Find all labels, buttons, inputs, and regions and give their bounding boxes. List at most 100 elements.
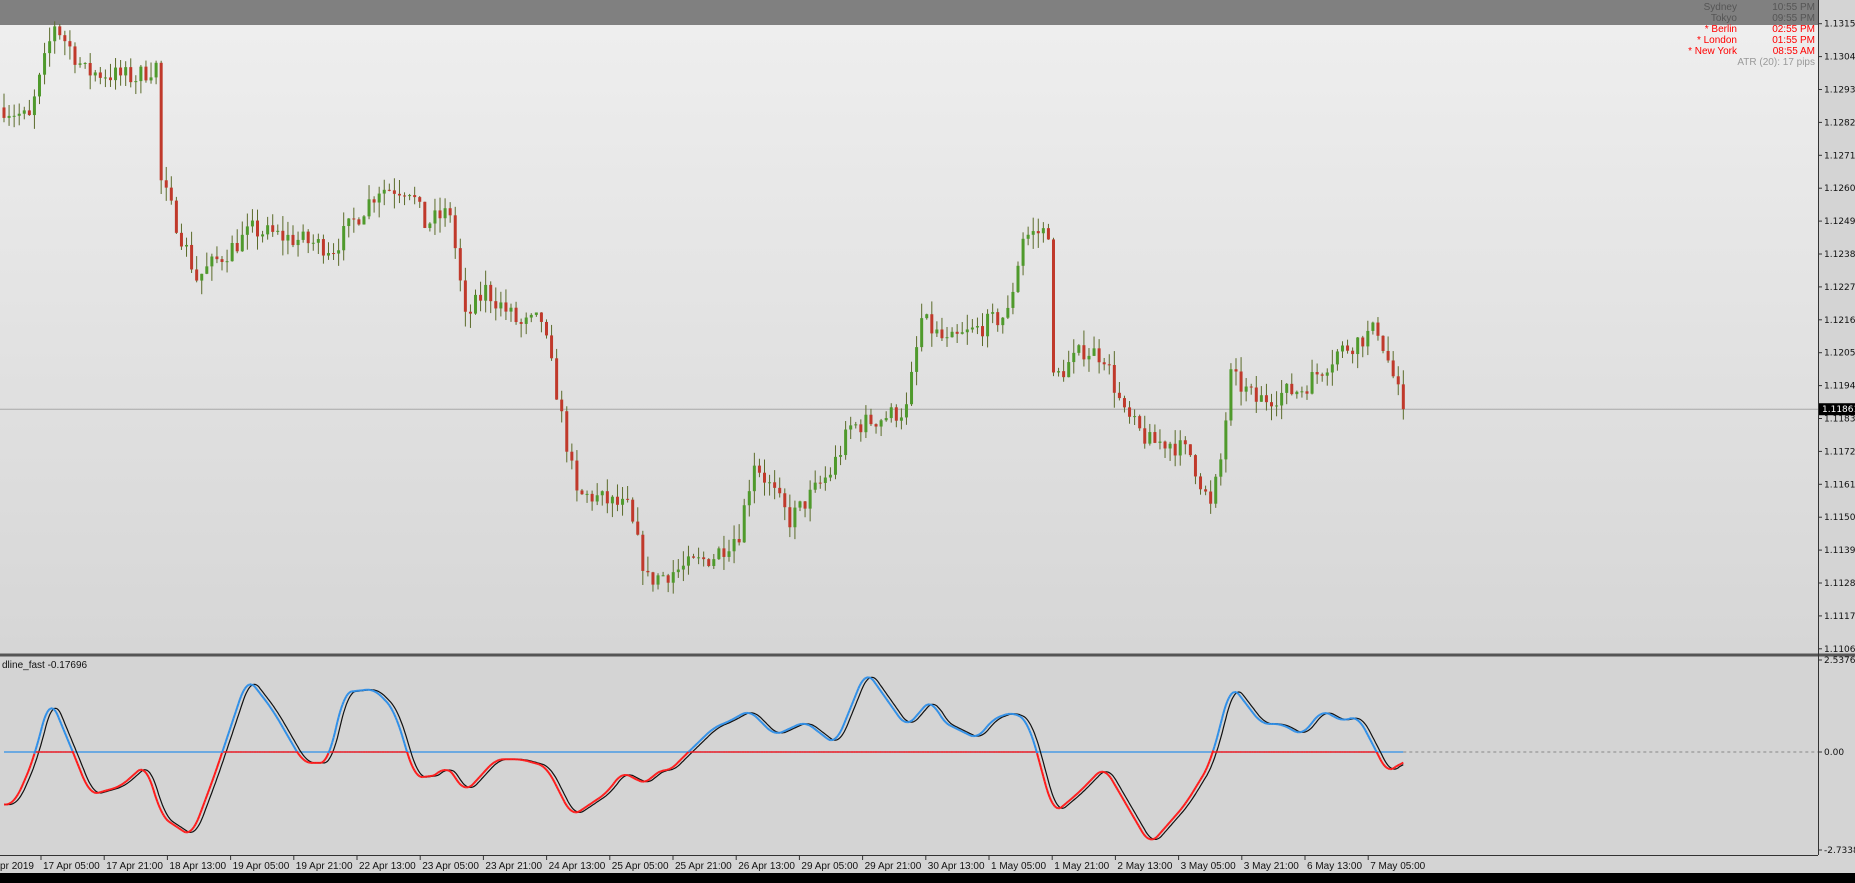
oscillator-line <box>1114 785 1118 789</box>
oscillator-line <box>871 678 875 682</box>
oscillator-line <box>346 692 350 696</box>
oscillator-line <box>1372 744 1376 748</box>
bull-candle <box>326 253 330 256</box>
oscillator-line <box>395 720 400 725</box>
oscillator-line <box>116 785 119 789</box>
oscillator-line <box>875 683 879 687</box>
oscillator-line <box>1301 730 1304 733</box>
oscillator-line <box>1173 815 1176 819</box>
oscillator-line <box>65 735 69 740</box>
oscillator-line <box>229 722 234 727</box>
oscillator-line <box>62 729 66 734</box>
main-pane[interactable] <box>0 0 1818 654</box>
bull-candle <box>225 261 229 263</box>
oscillator-line <box>1217 727 1221 734</box>
oscillator-line <box>1223 704 1227 710</box>
bear-candle <box>1315 372 1319 375</box>
oscillator-line <box>1184 801 1188 805</box>
oscillator-line <box>1380 761 1384 765</box>
bull-candle <box>1340 345 1344 352</box>
oscillator-line <box>580 808 583 812</box>
bear-candle <box>605 491 609 504</box>
oscillator-line <box>896 714 900 718</box>
oscillator-line <box>388 704 392 708</box>
oscillator-line <box>292 744 296 748</box>
oscillator-line <box>1239 695 1242 698</box>
oscillator-line <box>401 734 405 740</box>
oscillator-line <box>894 710 898 714</box>
oscillator-line <box>1129 811 1133 816</box>
bull-candle <box>7 115 11 118</box>
oscillator-line <box>751 713 754 716</box>
oscillator-line <box>279 722 283 726</box>
oscillator-line <box>960 729 963 733</box>
indicator-pane[interactable] <box>0 657 1818 855</box>
bull-candle <box>975 326 979 328</box>
oscillator-line <box>1333 715 1336 719</box>
price-axis[interactable]: 1.13150 1.13040 1.12930 1.12820 1.12710 1.126… <box>1818 20 1855 655</box>
oscillator-line <box>1133 818 1137 822</box>
bull-candle <box>656 575 660 585</box>
oscillator-line <box>945 721 948 725</box>
oscillator-line <box>785 728 788 732</box>
oscillator-line <box>607 787 611 791</box>
oscillator-line <box>340 704 344 709</box>
bear-candle <box>119 67 123 76</box>
oscillator-line <box>439 769 442 773</box>
oscillator-line <box>158 807 163 812</box>
oscillator-line <box>160 810 164 814</box>
oscillator-line <box>76 763 80 768</box>
oscillator-line <box>717 724 720 728</box>
oscillator-line <box>408 759 412 764</box>
oscillator-line <box>827 738 830 741</box>
bull-candle <box>377 193 381 203</box>
oscillator-line <box>306 760 309 764</box>
indicator-tick-label: 2.53763 <box>1824 656 1855 666</box>
time-tick-label: 26 Apr 13:00 <box>738 861 795 872</box>
bull-candle <box>1300 391 1304 393</box>
oscillator-line <box>448 769 451 773</box>
bull-candle <box>1072 352 1076 363</box>
oscillator-line <box>915 713 919 717</box>
bull-candle <box>849 425 853 430</box>
oscillator-line <box>34 745 38 750</box>
oscillator-line <box>271 710 275 714</box>
bear-candle <box>403 195 407 197</box>
oscillator-line <box>1364 729 1368 734</box>
bear-candle <box>73 46 77 65</box>
bear-candle <box>235 242 239 252</box>
oscillator-line <box>1334 716 1337 719</box>
time-axis[interactable]: 16 Apr 2019 17 Apr 05:00 17 Apr 21:00 18 Ap… <box>0 855 1426 872</box>
oscillator-line <box>938 713 942 717</box>
oscillator-line <box>148 779 152 784</box>
oscillator-line <box>882 694 886 698</box>
bear-candle <box>615 496 619 505</box>
oscillator-line <box>979 732 982 735</box>
oscillator-line <box>18 789 22 793</box>
bull-candle <box>200 273 204 281</box>
oscillator-line <box>82 778 87 783</box>
oscillator-line <box>1079 789 1083 792</box>
oscillator-line <box>35 740 40 746</box>
bull-candle <box>149 77 153 81</box>
oscillator-line <box>60 723 64 727</box>
price-tick-label: 1.12710 <box>1824 151 1855 161</box>
oscillator-line <box>539 763 542 767</box>
oscillator-line <box>117 784 120 788</box>
bear-candle <box>565 411 569 452</box>
bull-candle <box>793 507 797 528</box>
bear-candle <box>955 331 959 334</box>
oscillator-line <box>738 714 741 717</box>
oscillator-line <box>1156 834 1160 838</box>
oscillator-line <box>859 681 863 685</box>
oscillator-line <box>851 700 855 705</box>
bear-candle <box>544 321 548 336</box>
oscillator-line <box>844 716 848 721</box>
oscillator-line <box>490 763 493 766</box>
oscillator-line <box>563 800 567 805</box>
bull-candle <box>114 67 118 81</box>
oscillator-line <box>676 761 680 765</box>
oscillator-line <box>1400 762 1403 765</box>
bear-candle <box>550 335 554 359</box>
